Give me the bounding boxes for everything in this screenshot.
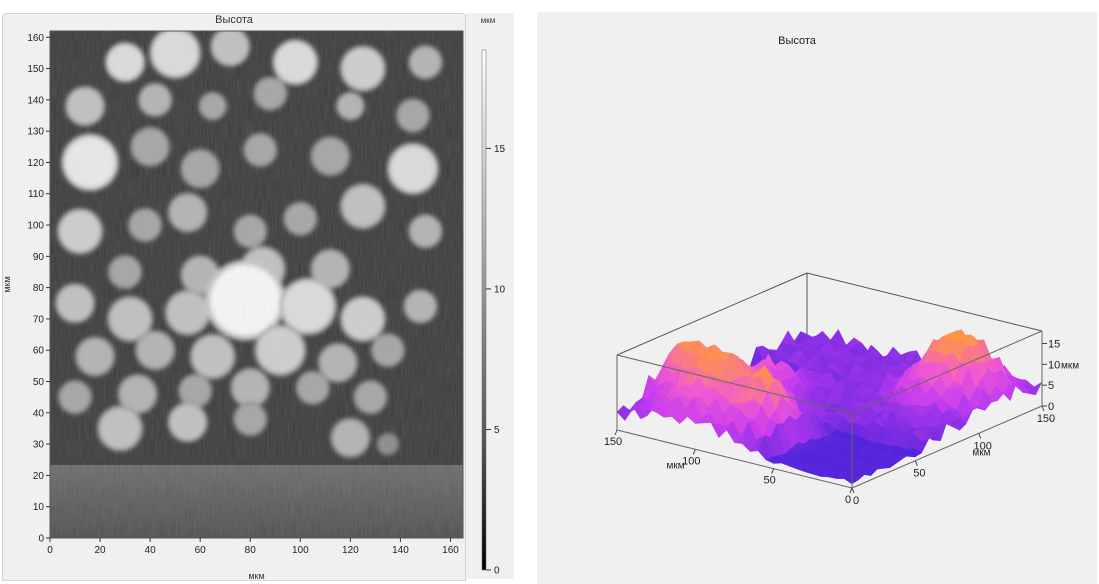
surface-3d-panel: Высота <box>537 12 1097 584</box>
surface-3d-title: Высота <box>778 35 816 47</box>
heightmap-panel: Высота <box>2 13 466 581</box>
heightmap-title: Высота <box>215 14 253 26</box>
colorbar-panel <box>466 13 514 579</box>
